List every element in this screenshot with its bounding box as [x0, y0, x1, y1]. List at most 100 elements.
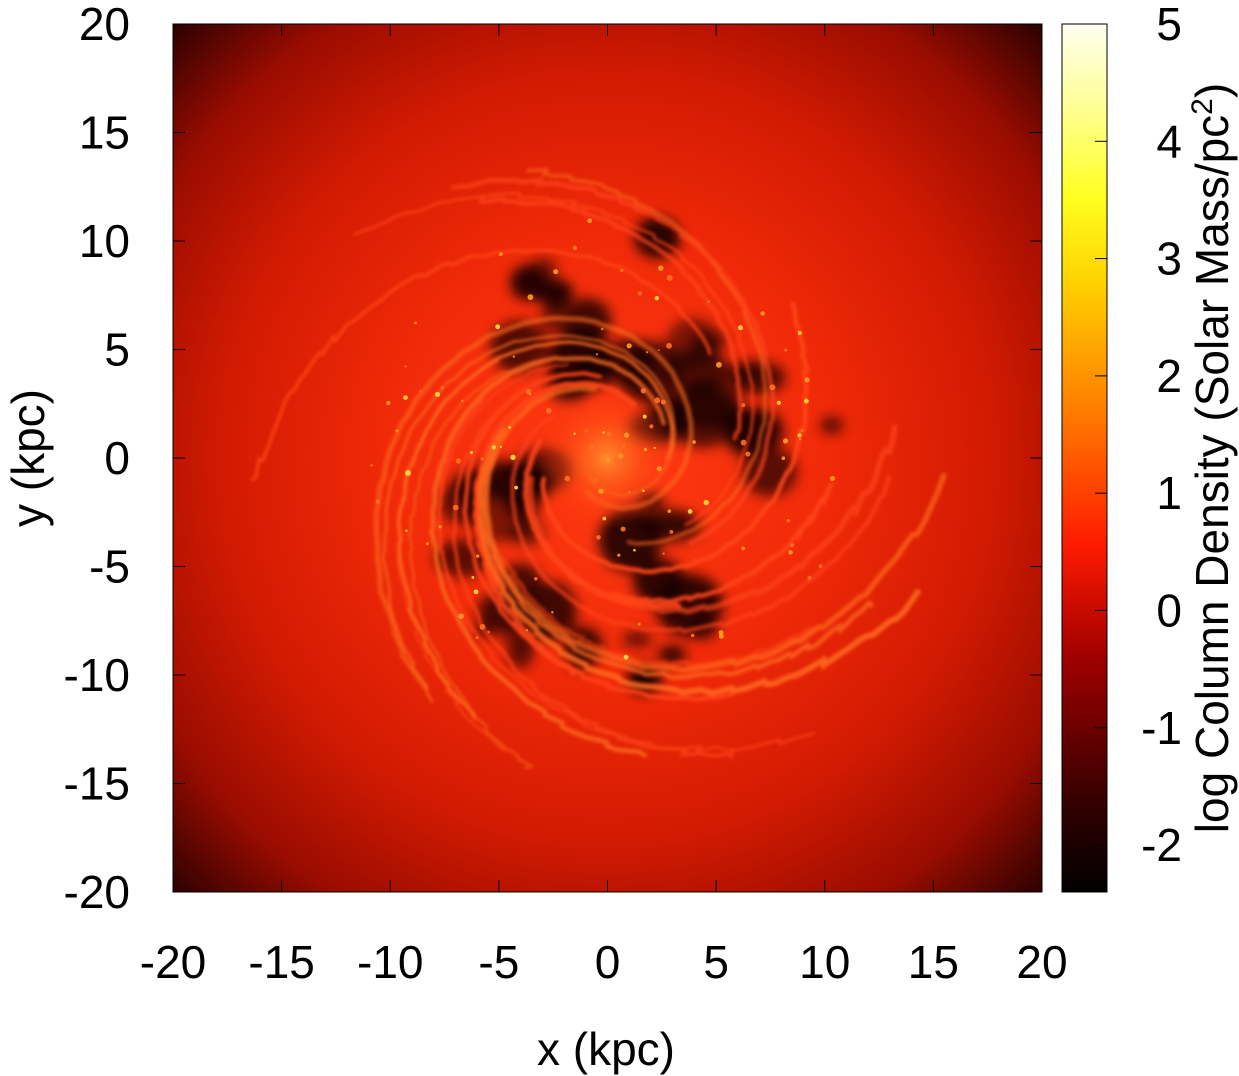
dense-knot: [740, 439, 747, 446]
y-tick-label: 20: [79, 0, 130, 50]
arm-filament: [250, 248, 712, 482]
dense-knot: [471, 576, 475, 579]
dense-knot: [667, 509, 672, 513]
dense-knot: [660, 399, 666, 405]
x-tick-label: -10: [357, 936, 423, 988]
x-axis-ticks: -20 -15 -10 -5 0 5 10 15 20: [140, 24, 1068, 988]
dense-knot: [514, 485, 519, 490]
dense-knot: [649, 424, 654, 429]
dense-knot: [703, 499, 709, 506]
colorbar-tick-label: -1: [1141, 702, 1182, 754]
dense-knot: [621, 443, 626, 448]
y-tick-label: 5: [104, 324, 130, 376]
y-tick-label: 0: [104, 432, 130, 484]
dense-knot: [534, 576, 538, 581]
y-tick-label: -10: [64, 649, 130, 701]
dense-knot: [642, 489, 645, 493]
dense-knot: [643, 447, 648, 452]
y-axis-ticks: -20 -15 -10 -5 0 5 10 15 20: [64, 0, 1042, 918]
arm-filament: [353, 191, 755, 527]
arm-filament: [540, 301, 811, 575]
dense-knot: [395, 429, 399, 433]
y-tick-label: -20: [64, 866, 130, 918]
arm-filament: [373, 315, 694, 691]
colorbar-tick-label: 0: [1156, 584, 1182, 636]
dense-knot: [718, 630, 724, 636]
arm-filament: [429, 355, 666, 758]
dense-knot: [619, 268, 624, 273]
dense-knot: [545, 407, 552, 414]
void-patch: [819, 416, 844, 435]
dense-knot: [803, 398, 809, 404]
void-patch: [622, 631, 652, 648]
dense-knot: [419, 389, 422, 393]
dense-knot: [404, 365, 407, 368]
dense-knot: [760, 311, 765, 316]
arm-filament: [450, 177, 776, 546]
dense-knot: [623, 654, 629, 660]
dense-knot: [512, 355, 515, 358]
dense-knot: [386, 400, 391, 406]
dense-knot: [800, 429, 804, 433]
dense-knot: [745, 451, 751, 457]
x-tick-label: 20: [1016, 936, 1067, 988]
dense-knot: [657, 349, 660, 352]
dense-knot: [469, 450, 473, 454]
arm-filament: [526, 167, 768, 546]
colorbar-tick-label: 2: [1156, 350, 1182, 402]
x-tick-label: 0: [595, 936, 621, 988]
dense-knot: [487, 630, 490, 634]
dense-knot: [491, 445, 496, 450]
dense-knot: [769, 384, 776, 391]
dense-knot: [602, 431, 605, 434]
y-tick-label: 10: [79, 215, 130, 267]
dense-knot: [783, 438, 789, 444]
dense-knot: [600, 327, 604, 331]
dense-knot: [617, 553, 621, 557]
dense-knot: [551, 611, 554, 614]
galaxy-core: [537, 388, 677, 528]
dense-knot: [510, 454, 516, 461]
dense-knot: [807, 575, 812, 581]
dense-knot: [452, 504, 459, 511]
y-tick-label: -5: [89, 541, 130, 593]
void-patch: [490, 320, 548, 373]
dense-knot: [690, 633, 695, 638]
y-axis-label: y (kpc): [2, 389, 54, 527]
dense-knot: [788, 550, 793, 555]
x-tick-label: 5: [703, 936, 729, 988]
dense-knot: [458, 613, 464, 620]
dense-knot: [403, 395, 408, 400]
dense-knot: [654, 397, 661, 404]
dense-knot: [797, 433, 802, 438]
dense-knot: [375, 499, 380, 504]
dense-knot: [716, 361, 722, 368]
dense-knot: [584, 429, 589, 433]
dense-knot: [818, 564, 823, 569]
dense-knot: [666, 274, 673, 281]
void-patch: [689, 331, 728, 351]
dense-knot: [595, 477, 598, 481]
dense-knot: [687, 509, 693, 514]
colorbar-ticks: -2 -1 0 1 2 3 4 5: [1095, 0, 1182, 871]
dense-knot: [475, 554, 480, 558]
colorbar-label-main: log Column Density (Solar Mass/pc: [1186, 115, 1238, 833]
dense-knot: [425, 542, 429, 546]
colorbar: -2 -1 0 1 2 3 4 5 log Column Density (Solar Mas…: [1061, 0, 1238, 893]
arm-filament: [437, 363, 569, 634]
dense-knot: [479, 623, 486, 630]
dense-knot: [738, 325, 744, 331]
dense-knot: [781, 456, 786, 461]
dense-knot: [789, 543, 795, 548]
dense-knot: [798, 437, 802, 441]
dense-knot: [605, 431, 612, 438]
y-tick-label: 15: [79, 107, 130, 159]
x-tick-label: -15: [248, 936, 314, 988]
dense-knot: [440, 386, 444, 390]
void-patch: [506, 640, 534, 669]
arm-filament: [478, 196, 744, 441]
dense-knot: [434, 391, 441, 398]
dense-knot: [480, 457, 484, 461]
x-axis-label: x (kpc): [537, 1023, 675, 1075]
dense-knot: [414, 321, 417, 325]
